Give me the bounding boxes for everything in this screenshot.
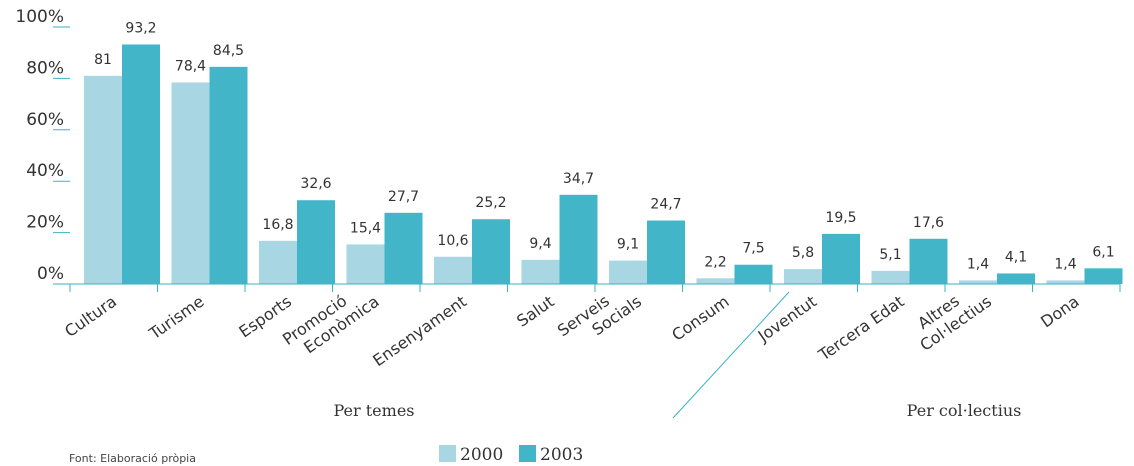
value-label: 78,4 <box>175 59 206 75</box>
bar-2003 <box>559 194 598 284</box>
value-label: 17,6 <box>913 215 944 231</box>
value-label: 81 <box>94 52 112 68</box>
bar-2003 <box>122 44 160 285</box>
value-label: 16,8 <box>262 217 293 233</box>
x-tick-label: Salut <box>513 292 557 331</box>
bars: 81 93,2 78,4 84,5 16,8 32,6 15,4 27,7 10,6 25,2 9,… <box>84 20 1123 285</box>
x-tick-label: Ensenyament <box>369 292 470 370</box>
value-label: 32,6 <box>300 176 331 192</box>
legend-swatch-2003 <box>519 445 536 462</box>
y-tick-label: 100% <box>15 7 64 27</box>
x-tick-label: ServeisSocials <box>554 276 645 356</box>
value-label: 2,2 <box>704 254 726 270</box>
x-axis: Cultura Turisme EsportsPromocióEconòmicaEn… <box>61 276 1121 370</box>
bar-2000 <box>609 260 647 284</box>
value-label: 7,5 <box>742 241 764 257</box>
bar-2003 <box>822 233 860 284</box>
bar-2000 <box>346 244 385 284</box>
bar-2003 <box>1084 268 1123 284</box>
bar-2003 <box>297 200 335 284</box>
bar-2000 <box>171 82 210 285</box>
legend: 2000 2003 <box>439 445 583 465</box>
bar-2003 <box>647 220 685 284</box>
value-label: 6,1 <box>1092 244 1114 260</box>
value-label: 93,2 <box>125 20 156 36</box>
y-tick-label: 80% <box>26 58 64 78</box>
legend-swatch-2000 <box>439 445 456 462</box>
bar-2000 <box>696 278 735 284</box>
value-label: 10,6 <box>437 233 468 249</box>
y-tick-label: 60% <box>26 110 64 130</box>
y-tick-label: 20% <box>26 213 64 233</box>
bar-2000 <box>521 259 560 284</box>
value-label: 9,1 <box>617 237 639 253</box>
x-tick-label: AltresCol·lectius <box>905 276 995 355</box>
bar-2003 <box>734 264 773 284</box>
bar-2000 <box>784 269 822 284</box>
bar-2000 <box>959 280 997 284</box>
group-divider-line <box>672 291 790 419</box>
value-label: 84,5 <box>213 43 244 59</box>
value-label: 5,1 <box>879 247 901 263</box>
x-tick-label: Cultura <box>61 292 120 341</box>
x-tick-label: Tercera Edat <box>814 292 907 365</box>
group-label-per-temes: Per temes <box>334 401 415 420</box>
bar-2000 <box>84 75 122 284</box>
legend-label-2000: 2000 <box>460 445 503 465</box>
value-label: 5,8 <box>792 245 814 261</box>
bar-2003 <box>209 66 248 285</box>
value-label: 4,1 <box>1005 249 1027 265</box>
value-label: 19,5 <box>825 210 856 226</box>
value-label: 9,4 <box>529 236 551 252</box>
bar-2000 <box>871 270 910 284</box>
value-label: 25,2 <box>475 195 506 211</box>
legend-label-2003: 2003 <box>540 445 583 465</box>
x-tick-label: Consum <box>668 292 732 345</box>
x-tick-label: Dona <box>1037 292 1082 332</box>
value-label: 1,4 <box>967 256 989 272</box>
y-tick-label: 0% <box>37 264 64 284</box>
value-label: 24,7 <box>650 197 681 213</box>
bar-2000 <box>434 256 472 284</box>
source-note: Font: Elaboració pròpia <box>69 452 196 465</box>
bar-2003 <box>909 238 948 284</box>
bar-2003 <box>384 212 423 284</box>
bar-2000 <box>259 240 297 284</box>
x-tick-label: Turisme <box>145 292 208 344</box>
bar-2003 <box>472 219 510 284</box>
value-label: 34,7 <box>563 171 594 187</box>
value-label: 15,4 <box>350 220 381 236</box>
group-label-per-collectius: Per col·lectius <box>907 401 1022 420</box>
bar-2003 <box>997 273 1035 284</box>
y-tick-label: 40% <box>26 161 64 181</box>
value-label: 1,4 <box>1054 256 1076 272</box>
x-tick-label: PromocióEconòmica <box>279 276 383 364</box>
y-axis: 0% 20% 40% 60% 80% 100% <box>15 7 70 285</box>
bar-2000 <box>1046 280 1085 284</box>
value-label: 27,7 <box>388 189 419 205</box>
